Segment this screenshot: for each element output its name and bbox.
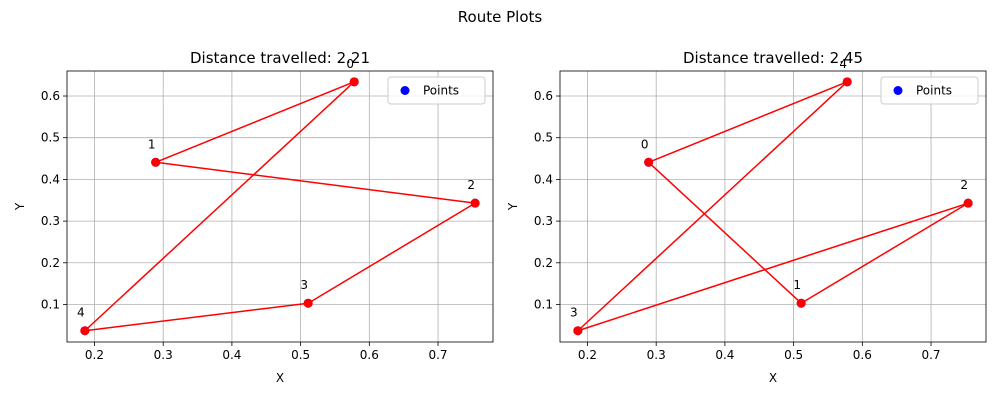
point-label: 3 — [300, 278, 308, 292]
legend-label: Points — [423, 84, 459, 98]
legend-marker — [400, 86, 410, 95]
x-tick-label: 0.3 — [647, 348, 666, 362]
legend-box — [880, 76, 979, 105]
x-tick-label: 0.3 — [154, 348, 173, 362]
route-marker — [349, 77, 359, 87]
x-axis-label: X — [769, 371, 777, 385]
x-tick-label: 0.5 — [784, 348, 803, 362]
y-tick-label: 0.4 — [41, 172, 60, 186]
legend-marker — [893, 86, 903, 95]
chart-title: Distance travelled: 2.45 — [683, 49, 863, 67]
route-segment — [307, 202, 476, 304]
legend-box — [387, 76, 486, 105]
x-tick-label: 0.4 — [715, 348, 734, 362]
point-label: 4 — [839, 57, 847, 71]
x-axis-label: X — [276, 371, 284, 385]
point-label: 2 — [960, 178, 968, 192]
route-segment — [577, 81, 848, 332]
route-marker — [796, 298, 806, 308]
route-plot-right: 0.2 0.3 0.4 0.5 0.6 0.7 0.1 0.2 0.3 0.4 0.5 0.6 0 1 2 3… — [506, 49, 987, 385]
route-marker — [573, 326, 583, 336]
y-tick-label: 0.3 — [534, 214, 553, 228]
y-axis-label: Y — [506, 202, 520, 211]
point-label: 0 — [346, 57, 354, 71]
point-label: 1 — [793, 278, 801, 292]
y-axis-label: Y — [13, 202, 27, 211]
y-tick-label: 0.5 — [534, 131, 553, 145]
x-tick-label: 0.5 — [291, 348, 310, 362]
x-tick-label: 0.4 — [222, 348, 241, 362]
x-tick-label: 0.7 — [921, 348, 940, 362]
y-tick-label: 0.1 — [41, 297, 60, 311]
route-segment — [648, 161, 802, 304]
x-tick-label: 0.7 — [428, 348, 447, 362]
legend-label: Points — [916, 84, 952, 98]
x-tick-label: 0.2 — [85, 348, 104, 362]
x-tick-label: 0.2 — [578, 348, 597, 362]
point-label: 1 — [148, 137, 156, 151]
route-segment — [155, 81, 355, 164]
route-segment — [577, 202, 969, 332]
route-segment — [648, 81, 848, 164]
point-label: 3 — [570, 306, 578, 320]
route-marker — [80, 326, 90, 336]
route-marker — [644, 157, 654, 167]
y-tick-label: 0.2 — [534, 256, 553, 270]
legend: Points — [387, 76, 486, 105]
y-tick-label: 0.3 — [41, 214, 60, 228]
route-marker — [151, 157, 161, 167]
figure-suptitle: Route Plots — [458, 8, 543, 26]
route-marker — [842, 77, 852, 87]
x-tick-label: 0.6 — [360, 348, 379, 362]
axes-frame — [66, 70, 494, 343]
route-marker — [303, 298, 313, 308]
y-tick-label: 0.6 — [534, 89, 553, 103]
route-segment — [155, 161, 476, 204]
route-segment — [84, 81, 355, 332]
route-marker — [470, 198, 480, 208]
y-tick-label: 0.2 — [41, 256, 60, 270]
chart-title: Distance travelled: 2.21 — [190, 49, 370, 67]
x-tick-label: 0.6 — [853, 348, 872, 362]
point-label: 0 — [641, 137, 649, 151]
route-segment — [800, 202, 969, 304]
route-plot-left: 0.2 0.3 0.4 0.5 0.6 0.7 0.1 0.2 0.3 0.4 0.5 0.6 0 1 2 3… — [13, 49, 494, 385]
point-label: 2 — [467, 178, 475, 192]
y-tick-label: 0.5 — [41, 131, 60, 145]
axes-frame — [559, 70, 987, 343]
point-label: 4 — [77, 306, 85, 320]
y-tick-label: 0.1 — [534, 297, 553, 311]
y-tick-label: 0.6 — [41, 89, 60, 103]
route-segment — [84, 302, 309, 332]
y-tick-label: 0.4 — [534, 172, 553, 186]
legend: Points — [880, 76, 979, 105]
route-marker — [963, 198, 973, 208]
